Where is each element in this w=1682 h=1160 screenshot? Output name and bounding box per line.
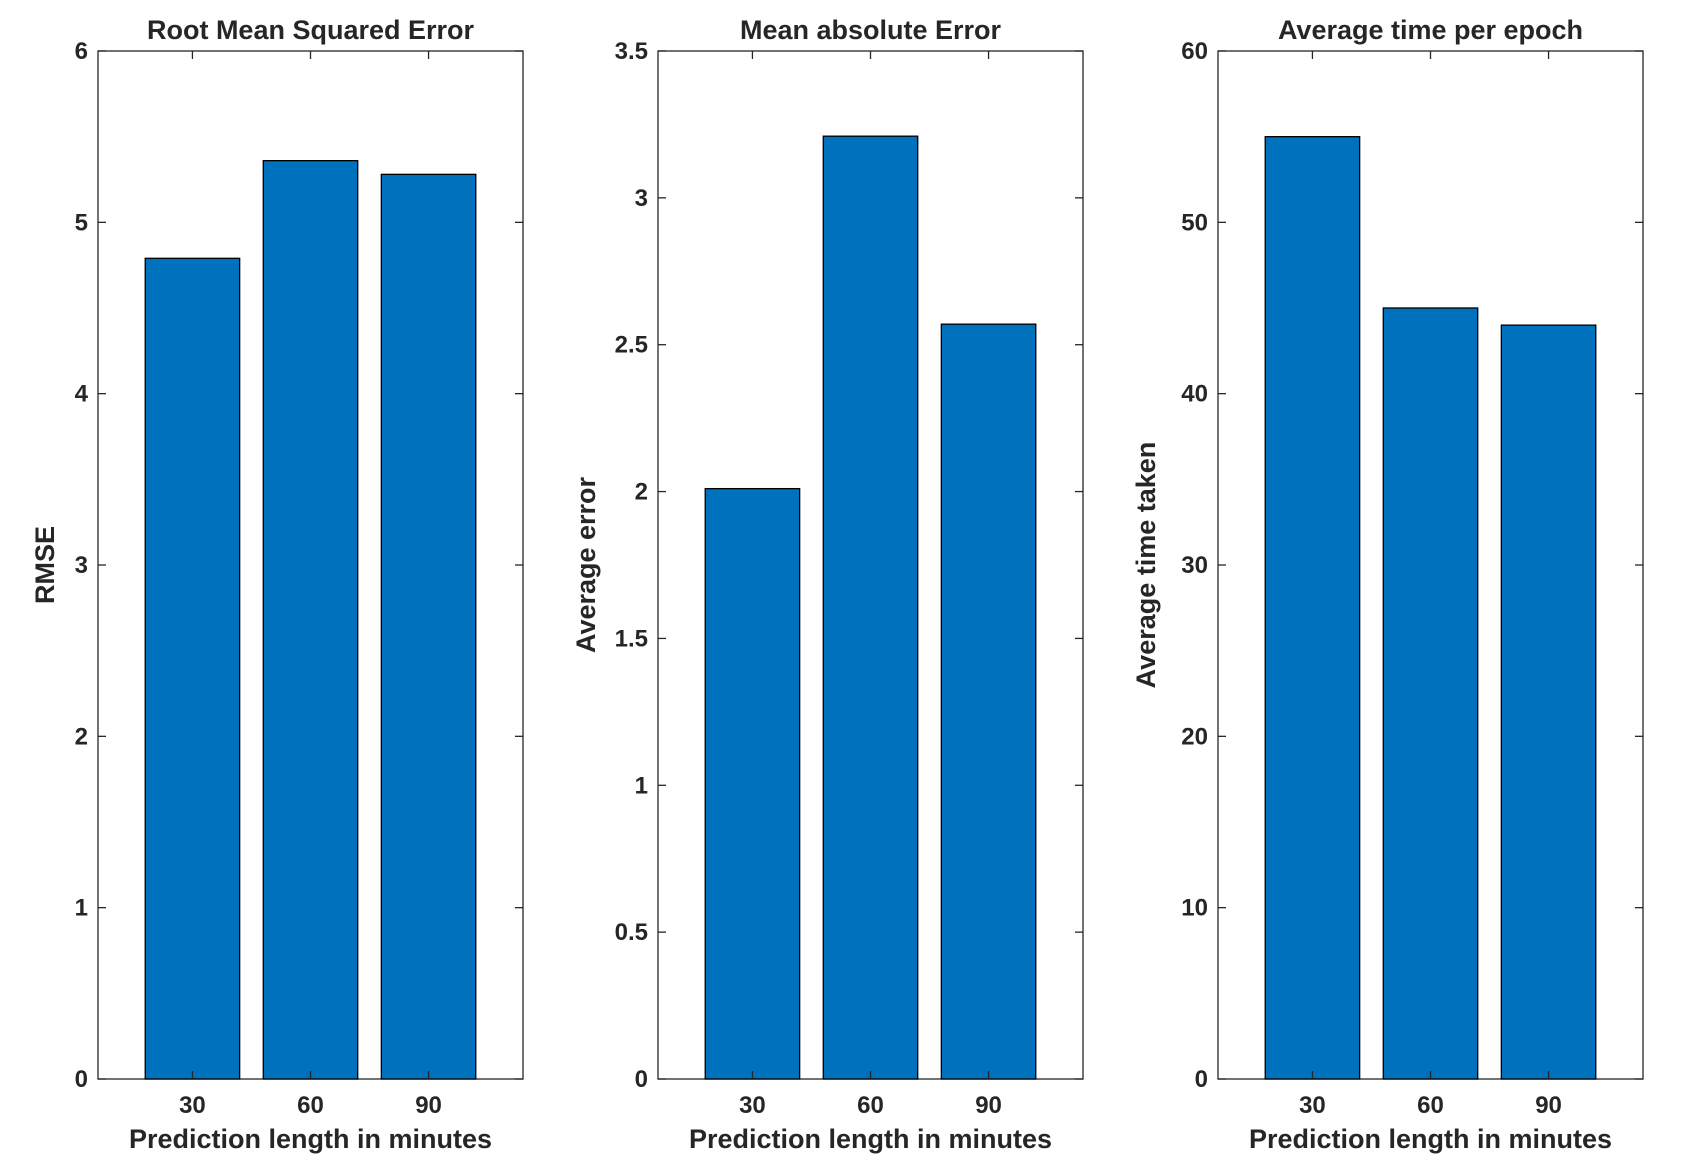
y-tick-label: 1.5 — [615, 625, 648, 652]
bar-30 — [704, 487, 801, 1080]
subplot-rmse: Root Mean Squared Error Prediction lengt… — [30, 15, 524, 1154]
bar-60 — [262, 160, 359, 1080]
x-tick-label: 60 — [857, 1092, 884, 1119]
bar-30 — [1264, 136, 1361, 1080]
y-tick-label: 6 — [75, 38, 88, 65]
y-tick-label: 2.5 — [615, 332, 648, 359]
y-tick-label: 1 — [75, 895, 88, 922]
chart-title: Root Mean Squared Error — [147, 15, 475, 45]
y-tick-label: 4 — [75, 381, 89, 408]
chart-title: Mean absolute Error — [740, 15, 1002, 45]
y-tick-label: 3 — [75, 552, 88, 579]
x-axis-label: Prediction length in minutes — [129, 1124, 492, 1154]
y-tick-label: 2 — [635, 479, 648, 506]
x-tick-label: 90 — [1535, 1092, 1562, 1119]
x-tick-label: 90 — [975, 1092, 1002, 1119]
y-tick-label: 3 — [635, 185, 648, 212]
bar-90 — [380, 173, 477, 1080]
y-axis-label: Average time taken — [1131, 442, 1161, 689]
y-tick-label: 0.5 — [615, 919, 648, 946]
bar-90 — [1500, 324, 1597, 1080]
x-axis-label: Prediction length in minutes — [689, 1124, 1052, 1154]
y-tick-label: 10 — [1181, 895, 1208, 922]
y-tick-label: 0 — [1195, 1066, 1208, 1093]
chart-title: Average time per epoch — [1278, 15, 1583, 45]
bar-30 — [144, 257, 241, 1080]
x-tick-label: 60 — [1417, 1092, 1444, 1119]
subplot-mae: Mean absolute Error Prediction length in… — [571, 15, 1084, 1154]
y-tick-label: 30 — [1181, 552, 1208, 579]
bar-60 — [822, 135, 919, 1080]
x-tick-label: 30 — [1299, 1092, 1326, 1119]
y-tick-label: 50 — [1181, 209, 1208, 236]
y-axis-label: Average error — [571, 476, 601, 653]
bar-90 — [940, 323, 1037, 1080]
bar-60 — [1382, 307, 1479, 1080]
y-axis-label: RMSE — [30, 526, 60, 604]
y-tick-label: 2 — [75, 723, 88, 750]
y-tick-label: 1 — [635, 772, 648, 799]
y-tick-label: 5 — [75, 209, 88, 236]
x-tick-label: 30 — [179, 1092, 206, 1119]
y-tick-label: 20 — [1181, 723, 1208, 750]
y-tick-label: 60 — [1181, 38, 1208, 65]
subplot-epoch-time: Average time per epoch Prediction length… — [1131, 15, 1644, 1154]
y-tick-label: 40 — [1181, 381, 1208, 408]
y-tick-label: 3.5 — [615, 38, 648, 65]
x-tick-label: 60 — [297, 1092, 324, 1119]
y-tick-label: 0 — [75, 1066, 88, 1093]
x-tick-label: 30 — [739, 1092, 766, 1119]
x-tick-label: 90 — [415, 1092, 442, 1119]
x-axis-label: Prediction length in minutes — [1249, 1124, 1612, 1154]
y-tick-label: 0 — [635, 1066, 648, 1093]
